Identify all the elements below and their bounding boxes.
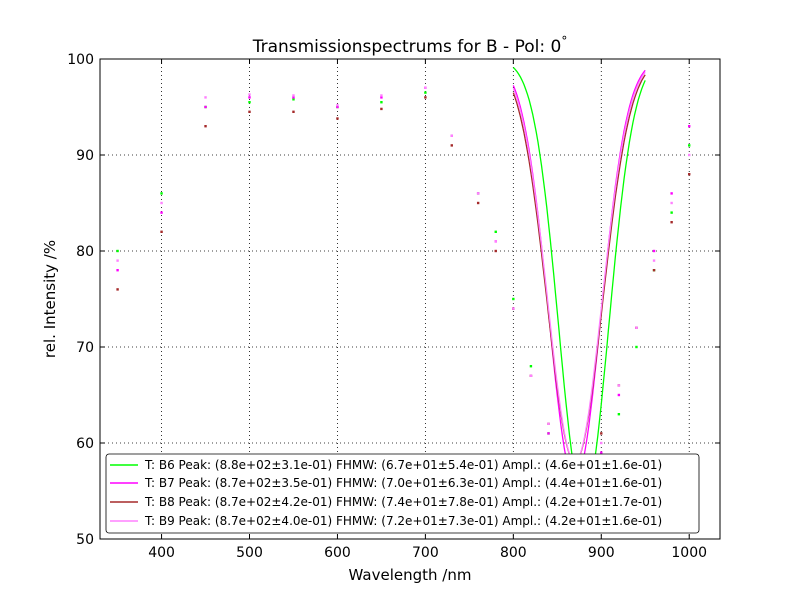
data-point (248, 93, 251, 96)
legend-label-b6: T: B6 Peak: (8.8e+02±3.1e-01) FHMW: (6.7… (144, 458, 662, 472)
legend-entry-b7: T: B7 Peak: (8.7e+02±3.5e-01) FHMW: (7.0… (110, 476, 662, 490)
data-point (600, 451, 603, 454)
x-tick-label: 900 (588, 545, 615, 561)
chart-title: Transmissionspectrums for B - Pol: 0° (252, 34, 568, 57)
legend-entry-b9: T: B9 Peak: (8.7e+02±4.0e-01) FHMW: (7.2… (110, 514, 662, 528)
data-point (160, 230, 163, 233)
data-point (652, 269, 656, 272)
data-point (450, 144, 453, 147)
data-point (248, 101, 251, 104)
x-tick-label: 800 (500, 545, 527, 561)
data-point (336, 105, 339, 109)
x-tick-label: 500 (236, 545, 263, 561)
data-point (292, 94, 295, 97)
legend-entry-b6: T: B6 Peak: (8.8e+02±3.1e-01) FHMW: (6.7… (110, 458, 662, 472)
x-axis-label: Wavelength /nm (349, 566, 472, 584)
data-point (160, 211, 163, 214)
data-point (547, 422, 550, 425)
data-point (160, 201, 163, 205)
data-point (617, 413, 621, 416)
plot-frame (99, 58, 721, 540)
legend-entry-b8: T: B8 Peak: (8.7e+02±4.2e-01) FHMW: (7.4… (110, 495, 662, 509)
data-point (652, 249, 656, 253)
y-tick-label: 50 (76, 532, 94, 548)
data-point (292, 96, 295, 99)
data-point (476, 192, 480, 195)
data-point (424, 96, 427, 99)
x-tick-label: 600 (324, 545, 351, 561)
data-point (512, 307, 515, 310)
data-point (204, 125, 207, 128)
data-point (336, 117, 339, 120)
data-point (635, 326, 638, 329)
data-point (670, 221, 673, 224)
data-point (529, 365, 533, 368)
legend-box (105, 453, 700, 534)
data-point (116, 269, 119, 272)
data-point (424, 86, 427, 89)
data-point (688, 125, 691, 128)
data-point (688, 144, 691, 147)
data-point (494, 230, 497, 233)
data-point (617, 393, 621, 397)
x-tick-label: 400 (148, 545, 175, 561)
data-point (424, 91, 427, 94)
data-point (292, 98, 295, 101)
x-tick-label: 700 (412, 545, 439, 561)
data-point (204, 96, 207, 99)
data-point (617, 384, 621, 387)
y-tick-label: 70 (76, 340, 94, 356)
data-point (248, 110, 251, 113)
data-point (635, 345, 638, 349)
y-tick-label: 100 (67, 52, 94, 68)
data-point (652, 259, 656, 262)
data-point (688, 153, 691, 157)
data-point (160, 192, 163, 195)
data-point (529, 374, 533, 377)
legend-label-b8: T: B8 Peak: (8.7e+02±4.2e-01) FHMW: (7.4… (144, 495, 662, 509)
data-point (670, 192, 673, 195)
data-point (600, 432, 603, 435)
data-point (670, 201, 673, 205)
data-point (292, 110, 295, 113)
legend-label-b9: T: B9 Peak: (8.7e+02±4.0e-01) FHMW: (7.2… (144, 514, 662, 528)
data-point (494, 240, 497, 243)
data-point (600, 441, 603, 445)
data-point (670, 211, 673, 214)
y-tick-label: 80 (76, 244, 94, 260)
data-point (380, 96, 383, 99)
data-point (116, 259, 119, 262)
data-point (248, 96, 251, 99)
legend: T: B6 Peak: (8.8e+02±3.1e-01) FHMW: (6.7… (105, 453, 700, 534)
data-point (380, 94, 383, 97)
data-point (688, 173, 691, 176)
data-point (336, 103, 339, 107)
legend-label-b7: T: B7 Peak: (8.7e+02±3.5e-01) FHMW: (7.0… (144, 476, 662, 490)
data-point (204, 105, 207, 109)
data-point (494, 249, 497, 253)
data-point (380, 101, 383, 104)
data-point (116, 249, 119, 253)
data-point (512, 297, 515, 301)
data-point (380, 107, 383, 111)
y-tick-label: 60 (76, 436, 94, 452)
data-point (476, 201, 480, 205)
axis-ticks: 400 500 600 700 800 900 1000 50 60 70 80 90 100 (67, 52, 720, 561)
data-point (450, 134, 453, 137)
y-axis-label: rel. Intensity /% (41, 240, 59, 358)
data-point (116, 288, 119, 291)
data-point (547, 432, 550, 435)
x-tick-label: 1000 (671, 545, 707, 561)
y-tick-label: 90 (76, 148, 94, 164)
